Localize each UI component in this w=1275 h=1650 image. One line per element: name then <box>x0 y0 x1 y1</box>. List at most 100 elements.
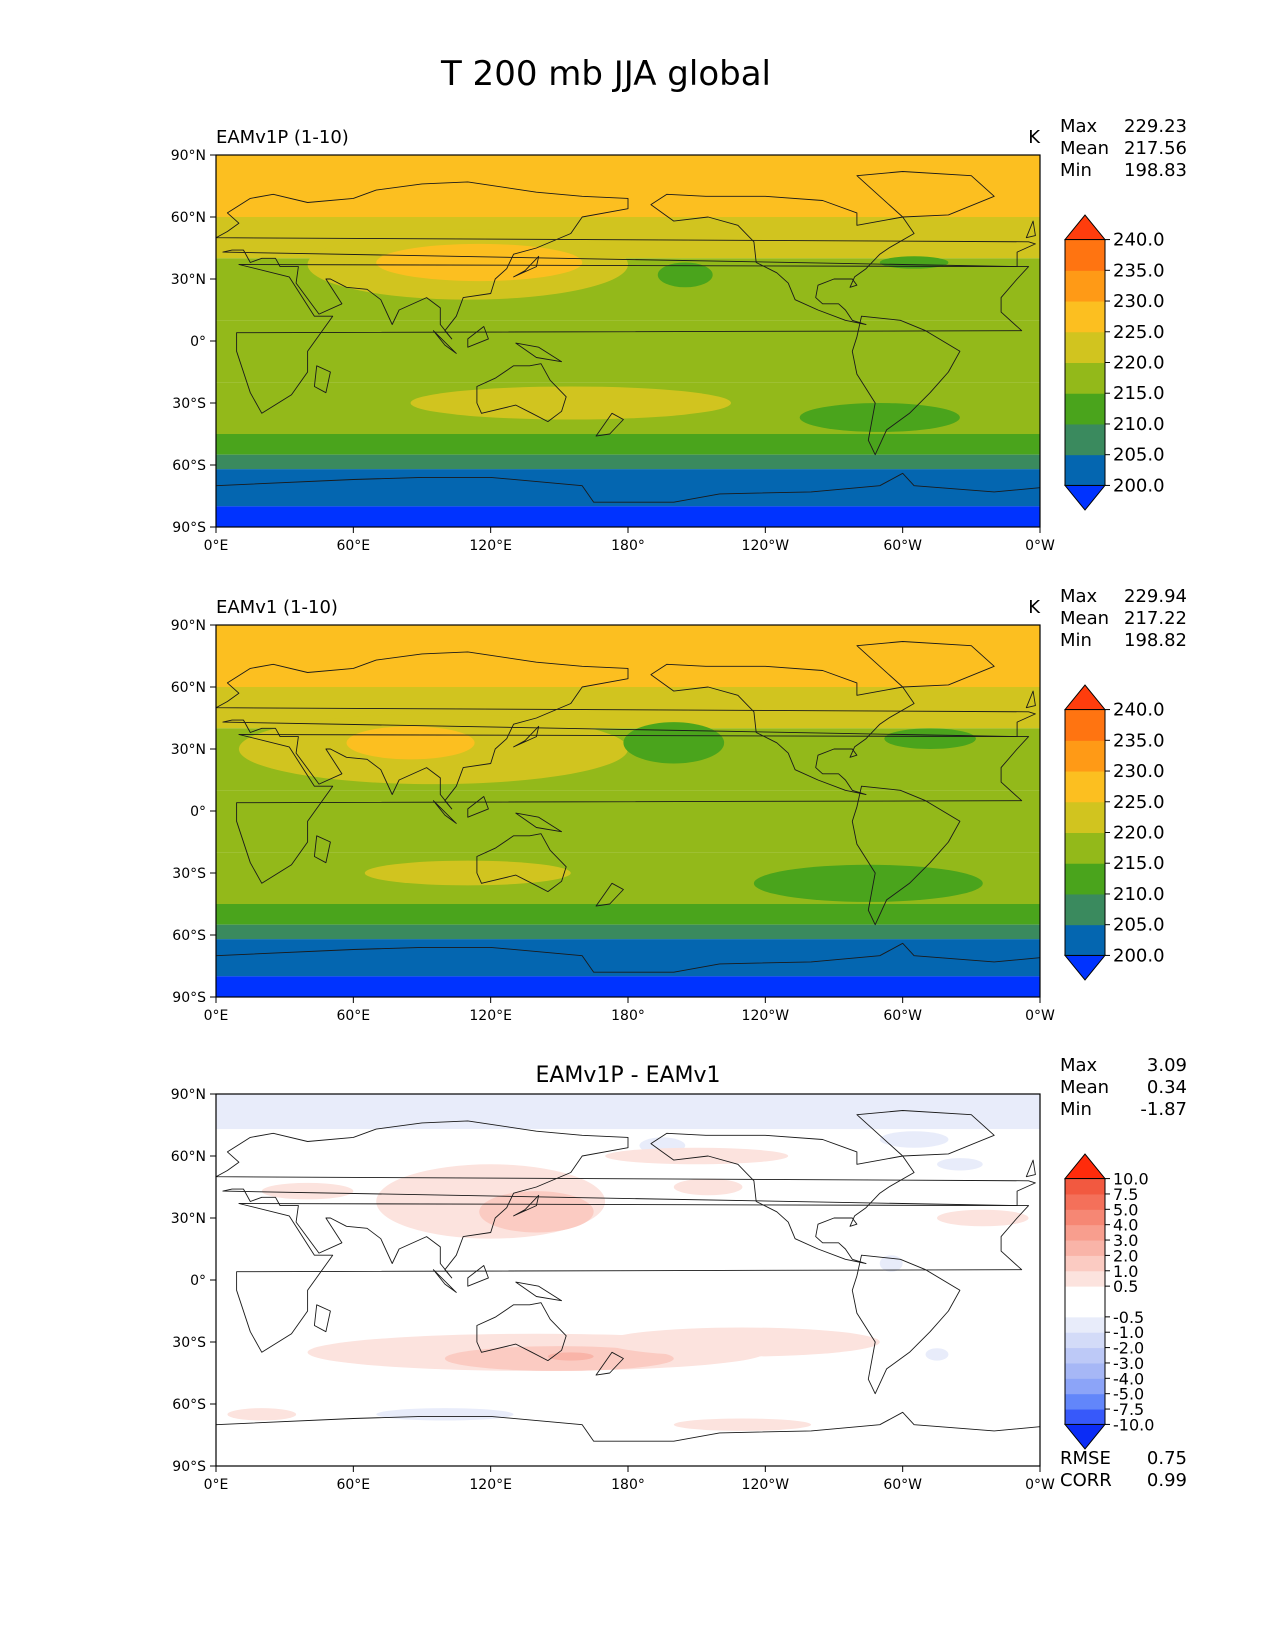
units-label: K <box>1028 127 1041 148</box>
coastline <box>515 342 563 363</box>
lat-tick-label: 0° <box>190 1273 206 1289</box>
contour-feature <box>673 1418 812 1431</box>
colorbar-tick-label: 240.0 <box>1113 230 1165 251</box>
colorbar-tick-label: 205.0 <box>1113 445 1165 466</box>
coastline <box>216 472 1040 527</box>
lon-tick-label: 0°E <box>204 1008 229 1024</box>
colorbar-swatch <box>1065 362 1105 394</box>
coastline <box>313 835 331 864</box>
lon-tick-label: 60°W <box>883 1008 922 1024</box>
units-label: K <box>1028 597 1041 618</box>
contour-feature <box>623 722 725 764</box>
colorbar-extend-high <box>1063 214 1107 241</box>
colorbar-tick-label: -4.0 <box>1113 1369 1144 1388</box>
lat-tick-label: 90°N <box>171 618 206 634</box>
lat-tick-label: 60°S <box>172 928 206 944</box>
stat-label: Max <box>1060 1055 1098 1076</box>
stat-label: Mean <box>1060 608 1109 629</box>
colorbar-swatch <box>1065 301 1105 333</box>
contour-feature <box>799 403 960 432</box>
panel-title: EAMv1 (1-10) <box>216 597 338 618</box>
lon-tick-label: 120°W <box>742 538 790 554</box>
lat-band <box>216 976 1040 997</box>
colorbar-swatch <box>1065 1209 1105 1226</box>
coastline <box>216 1411 1040 1466</box>
lon-tick-label: 0°W <box>1025 1008 1055 1024</box>
lon-tick-label: 120°E <box>469 538 512 554</box>
colorbar-swatch <box>1065 832 1105 864</box>
coastline <box>313 365 331 394</box>
colorbar-tick-label: 230.0 <box>1113 761 1165 782</box>
lon-tick-label: 60°E <box>336 538 370 554</box>
coastline <box>432 1269 457 1293</box>
lat-tick-label: 30°N <box>171 1211 206 1227</box>
coastline <box>595 1351 624 1376</box>
colorbar-swatch <box>1065 1409 1105 1425</box>
lon-tick-label: 0°E <box>204 1477 229 1493</box>
lat-band <box>216 454 1040 470</box>
colorbar-swatch <box>1065 423 1105 456</box>
lat-tick-label: 30°S <box>172 866 206 882</box>
contour-feature <box>605 1327 880 1357</box>
lon-tick-label: 0°E <box>204 538 229 554</box>
colorbar-swatch <box>1065 1393 1105 1410</box>
colorbar-extend-high <box>1063 684 1107 711</box>
colorbar-swatch <box>1065 1178 1105 1195</box>
lat-tick-label: 30°N <box>171 272 206 288</box>
colorbar-swatch <box>1065 771 1105 803</box>
coastline <box>595 412 624 437</box>
colorbar-swatch <box>1065 239 1105 271</box>
contour-feature <box>376 243 583 282</box>
contour-feature <box>879 256 949 269</box>
contour-feature <box>410 386 731 420</box>
stat-value: 217.22 <box>1124 608 1187 629</box>
colorbar-swatch <box>1065 393 1105 425</box>
colorbar-tick-label: -7.5 <box>1113 1400 1144 1419</box>
stat-label: Min <box>1060 160 1092 181</box>
coastline <box>851 785 961 926</box>
lat-tick-label: 90°N <box>171 1087 206 1103</box>
contour-feature <box>925 1348 949 1361</box>
lon-tick-label: 120°W <box>742 1008 790 1024</box>
panel-difference: 90°N 60°N 30°N 0° 30°S 60°S 90°S 0°E 60°E 120°E 18… <box>171 1055 1187 1493</box>
colorbar-tick-label: 200.0 <box>1113 945 1165 966</box>
coastline <box>432 330 457 354</box>
contour-feature <box>376 1408 514 1421</box>
colorbar-tick-label: 210.0 <box>1113 414 1165 435</box>
stat-value: 198.82 <box>1124 630 1187 651</box>
contour-feature <box>547 1352 594 1361</box>
coastline <box>856 641 995 688</box>
lat-tick-label: 60°S <box>172 458 206 474</box>
map-field <box>216 625 1040 997</box>
lon-tick-label: 120°W <box>742 1477 790 1493</box>
contour-feature <box>879 1131 949 1148</box>
colorbar-swatch <box>1065 1193 1105 1210</box>
panel-title: EAMv1P (1-10) <box>216 127 349 148</box>
contour-feature <box>884 728 976 750</box>
figure-title: T 200 mb JJA global <box>440 54 771 94</box>
contour-feature <box>937 1209 1029 1227</box>
coastline <box>236 734 1030 884</box>
lat-tick-label: 60°N <box>171 1149 206 1165</box>
colorbar-tick-label: 215.0 <box>1113 853 1165 874</box>
contour-feature <box>937 1158 983 1171</box>
stat-label: Max <box>1060 586 1098 607</box>
stat-value: 229.94 <box>1124 586 1187 607</box>
lat-tick-label: 30°S <box>172 396 206 412</box>
stat-label: Mean <box>1060 1077 1109 1098</box>
coastline <box>515 1281 563 1302</box>
coastlines <box>216 171 1040 527</box>
colorbar: 10.07.55.04.03.02.01.00.5 -0.5-1.0-2.0-3.… <box>1063 1153 1154 1450</box>
coastline <box>467 1265 489 1287</box>
lat-band <box>216 469 1040 507</box>
lat-tick-label: 60°N <box>171 680 206 696</box>
stat-value: 3.09 <box>1147 1055 1187 1076</box>
stat-label: Mean <box>1060 138 1109 159</box>
stat-value: 217.56 <box>1124 138 1187 159</box>
colorbar-swatch <box>1065 709 1105 741</box>
colorbar-swatch <box>1065 1240 1105 1256</box>
coastline <box>476 363 567 423</box>
colorbar-tick-label: 4.0 <box>1113 1216 1138 1235</box>
coastline <box>513 255 540 278</box>
colorbar-tick-label: -0.5 <box>1113 1308 1144 1327</box>
